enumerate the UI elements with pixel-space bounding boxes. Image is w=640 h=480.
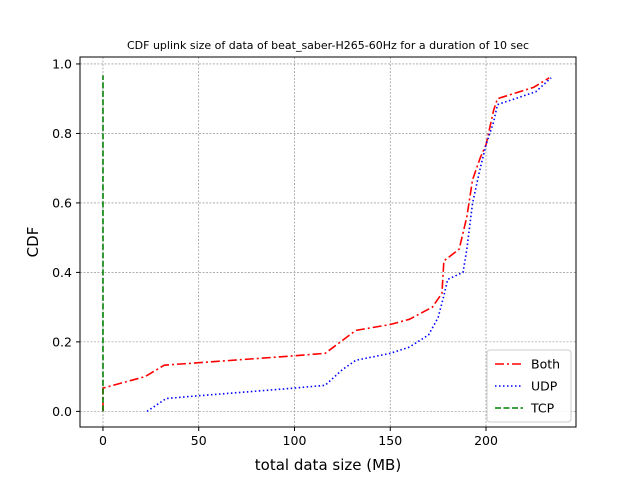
x-tick-label: 200 — [474, 433, 498, 448]
series-line-both — [102, 77, 550, 412]
y-tick-label: 0.6 — [52, 195, 72, 210]
y-tick-label: 0.4 — [52, 265, 72, 280]
x-tick-label: 150 — [378, 433, 402, 448]
plot-frame — [79, 56, 577, 428]
y-tick-label: 0.8 — [52, 126, 72, 141]
chart-title: CDF uplink size of data of beat_saber-H2… — [127, 39, 529, 52]
x-axis-label: total data size (MB) — [255, 456, 401, 474]
legend: Both UDP TCP — [486, 349, 572, 423]
y-tick-label: 0.2 — [52, 334, 72, 349]
series-group — [102, 75, 552, 413]
legend-label: TCP — [530, 401, 555, 416]
x-tick-label: 100 — [283, 433, 307, 448]
ticks: 0 50 100 150 200 0.0 0.2 0.4 0.6 0.8 1.0 — [52, 56, 498, 448]
x-tick-label: 50 — [191, 433, 207, 448]
x-tick-label: 0 — [99, 433, 107, 448]
legend-box — [486, 349, 572, 423]
legend-label: UDP — [531, 379, 558, 394]
y-axis-label: CDF — [24, 227, 42, 258]
y-tick-label: 0.0 — [52, 404, 72, 419]
legend-label: Both — [531, 357, 560, 372]
y-tick-label: 1.0 — [52, 56, 72, 71]
